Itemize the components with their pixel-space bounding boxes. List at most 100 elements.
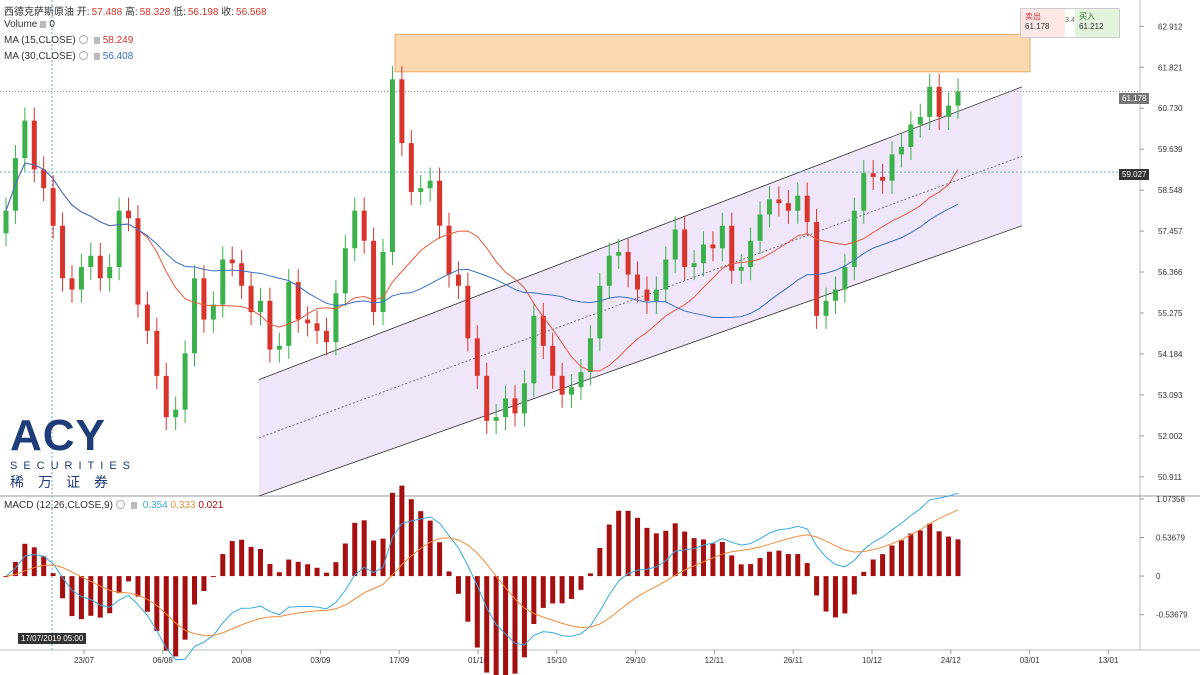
macd-histogram-bar — [314, 567, 320, 577]
settings-icon[interactable] — [78, 35, 88, 44]
macd-histogram-bar — [455, 576, 461, 594]
time-tick-label: 03/09 — [310, 656, 331, 665]
macd-histogram-bar — [521, 576, 527, 658]
trash-icon[interactable] — [93, 37, 100, 44]
candle-body — [606, 255, 612, 286]
macd-histogram-bar — [776, 550, 782, 577]
candle-body — [493, 417, 499, 421]
candle-body — [748, 240, 754, 268]
candle-body — [295, 282, 301, 320]
macd-histogram-bar — [182, 576, 188, 640]
time-tick-label: 24/12 — [941, 656, 962, 665]
macd-histogram-bar — [126, 576, 132, 582]
time-tick-label: 29/10 — [626, 656, 647, 665]
candle-body — [389, 79, 395, 252]
time-tick-label: 15/10 — [547, 656, 568, 665]
trash-icon[interactable] — [130, 502, 137, 509]
macd-histogram-bar — [78, 576, 84, 620]
macd-histogram-bar — [870, 559, 876, 577]
candle-body — [333, 293, 339, 343]
macd-histogram-bar — [116, 576, 122, 594]
ohlc-legend: 西德克萨斯原油 开: 57.488 高: 58.328 低: 56.198 收: 56.… — [4, 7, 267, 18]
channel-mid — [258, 155, 1023, 439]
macd-histogram-bar — [3, 576, 9, 578]
candle-body — [531, 315, 537, 384]
channel-lower — [258, 225, 1023, 497]
resistance-zone — [394, 33, 1031, 73]
macd-histogram-bar — [135, 576, 141, 597]
candle-body — [898, 146, 904, 155]
macd-histogram-bar — [69, 576, 75, 617]
macd-histogram-bar — [474, 576, 480, 648]
macd-histogram-bar — [503, 576, 509, 675]
time-tick-label: 13/01 — [1098, 656, 1119, 665]
trash-icon[interactable] — [93, 53, 100, 60]
price-tick-label: 58.548 — [1158, 186, 1183, 195]
settings-icon[interactable] — [78, 51, 88, 60]
candle-body — [97, 255, 103, 279]
candle-body — [342, 248, 348, 294]
ma30-legend: MA (30,CLOSE) 56.408 — [4, 51, 134, 62]
price-tick-label: 53.093 — [1158, 391, 1183, 400]
candle-body — [851, 210, 857, 268]
candle-body — [644, 289, 650, 301]
candle-body — [870, 173, 876, 177]
macd-histogram-bar — [408, 499, 414, 577]
candle-body — [323, 330, 329, 343]
macd-histogram-bar — [701, 539, 707, 577]
candle-body — [889, 154, 895, 181]
candle-body — [766, 199, 772, 215]
macd-histogram-bar — [380, 538, 386, 577]
macd-histogram-bar — [898, 540, 904, 577]
macd-histogram-bar — [842, 576, 848, 614]
candle-body — [144, 304, 150, 331]
macd-histogram-bar — [229, 541, 235, 577]
candle-body — [908, 124, 914, 147]
candle-body — [710, 244, 716, 249]
candle-body — [257, 300, 263, 313]
ma30-line — [5, 162, 959, 318]
macd-histogram-bar — [144, 576, 150, 612]
macd-histogram-bar — [814, 576, 820, 596]
candle-body — [380, 252, 386, 313]
macd-histogram-bar — [295, 561, 301, 577]
candle-body — [69, 278, 75, 290]
candle-body — [701, 244, 707, 264]
buy-button[interactable]: 买入 61.212 — [1075, 9, 1119, 37]
candle-body — [3, 210, 9, 234]
candle-body — [550, 345, 556, 376]
candle-body — [314, 323, 320, 331]
macd-histogram-bar — [389, 492, 395, 577]
settings-icon[interactable] — [115, 500, 125, 509]
macd-histogram-bar — [946, 536, 952, 577]
macd-histogram-bar — [154, 576, 160, 632]
macd-histogram-bar — [738, 564, 744, 577]
macd-histogram-bar — [427, 520, 433, 577]
macd-histogram-bar — [342, 543, 348, 577]
price-tick-label: 59.639 — [1158, 145, 1183, 154]
macd-histogram-bar — [889, 545, 895, 577]
sell-button[interactable]: 卖出 61.178 — [1021, 9, 1065, 37]
candle-body — [173, 409, 179, 418]
time-tick-label: 17/09 — [389, 656, 410, 665]
macd-histogram-bar — [955, 539, 961, 577]
macd-histogram-bar — [559, 576, 565, 604]
macd-histogram-bar — [12, 561, 18, 577]
trash-icon[interactable] — [40, 21, 47, 28]
macd-histogram-bar — [220, 554, 226, 577]
macd-histogram-bar — [418, 511, 424, 577]
candle-body — [719, 225, 725, 249]
macd-histogram-bar — [766, 551, 772, 577]
candle-body — [229, 259, 235, 264]
macd-histogram-bar — [371, 540, 377, 577]
macd-line — [5, 492, 959, 661]
candle-body — [210, 304, 216, 320]
candle-body — [182, 353, 188, 410]
candle-body — [163, 375, 169, 418]
candle-body — [738, 267, 744, 271]
candle-body — [116, 210, 122, 268]
time-tick-label: 10/12 — [862, 656, 883, 665]
macd-histogram-bar — [97, 576, 103, 618]
spread-value: 3.4 — [1065, 17, 1075, 24]
